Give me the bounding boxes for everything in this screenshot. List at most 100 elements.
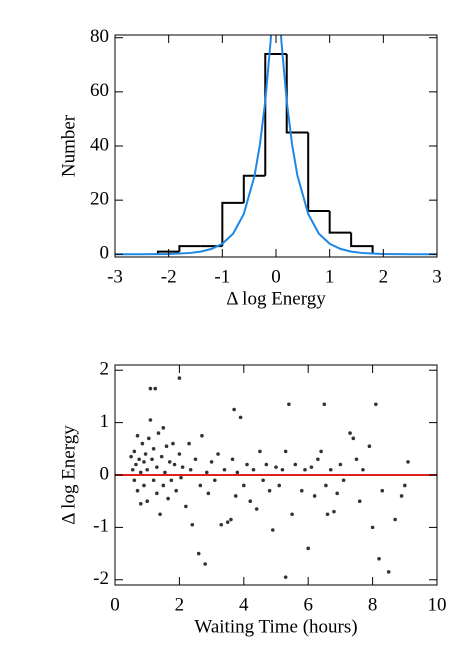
scatter-point: [319, 449, 323, 454]
scatter-point: [393, 517, 397, 522]
scatter-point: [324, 483, 328, 488]
scatter-point: [299, 488, 304, 493]
x-tick-label: 1: [325, 266, 335, 287]
scatter-point: [374, 402, 378, 407]
x-tick-label: -2: [161, 266, 177, 287]
scatter-point: [142, 483, 146, 488]
scatter-point: [332, 509, 336, 514]
scatter-point: [248, 499, 253, 503]
scatter-point: [386, 570, 391, 574]
x-tick-label: 10: [428, 594, 447, 615]
scatter-point: [277, 483, 282, 488]
scatter-point: [399, 494, 404, 498]
scatter-point: [167, 460, 172, 464]
scatter-point: [169, 478, 174, 483]
scatter-point: [258, 449, 262, 454]
scatter-point: [135, 433, 140, 438]
scatter-point: [287, 402, 291, 407]
scatter-point: [230, 457, 235, 462]
scatter-point: [261, 478, 265, 483]
scatter-point: [204, 470, 209, 475]
scatter-point: [145, 467, 149, 472]
scatter-point: [264, 462, 269, 467]
scatter-point: [357, 499, 362, 503]
scatter-point: [219, 522, 224, 527]
scatter-point: [138, 502, 143, 506]
scatter-point: [200, 433, 204, 438]
scatter-point: [156, 431, 161, 435]
scatter-point: [203, 562, 207, 566]
scatter-point: [251, 467, 256, 472]
x-tick-label: 8: [368, 594, 378, 615]
scatter-point: [406, 460, 410, 464]
scatter-point: [193, 457, 198, 462]
histogram-bar: [221, 201, 244, 247]
histogram-bar: [242, 174, 266, 203]
scatter-point: [377, 557, 381, 561]
scatter-point: [338, 462, 343, 467]
histogram-bar: [328, 210, 352, 234]
scatter-point: [132, 478, 137, 483]
scatter-point: [190, 522, 195, 527]
scatter-point: [335, 491, 339, 496]
plot-area: [115, 376, 437, 579]
scatter-point: [235, 470, 240, 475]
scatter-point: [134, 462, 138, 467]
scatter-point: [361, 467, 365, 472]
x-tick-label: 4: [239, 594, 249, 615]
scatter-point: [303, 467, 307, 472]
scatter-point: [155, 491, 159, 496]
scatter-point: [130, 467, 135, 472]
scatter-point: [293, 462, 298, 467]
scatter-point: [306, 546, 311, 551]
scatter-point: [280, 467, 285, 472]
x-tick-label: -1: [214, 266, 230, 287]
scatter-point: [151, 447, 156, 451]
scatter-point: [140, 441, 145, 446]
y-tick-label: 60: [90, 80, 109, 101]
scatter-point: [184, 504, 188, 509]
x-tick-label: 3: [432, 266, 442, 287]
scatter-point: [177, 452, 182, 456]
y-axis-label: Δ log Energy: [58, 425, 79, 525]
scatter-point: [245, 462, 249, 467]
scatter-point: [216, 452, 220, 456]
scatter-point: [233, 494, 238, 498]
scatter-point: [403, 483, 407, 488]
x-tick-label: 0: [271, 266, 281, 287]
scatter-point: [325, 512, 330, 517]
y-tick-label: -1: [93, 516, 109, 537]
histogram-bar: [307, 132, 330, 212]
scatter-point: [225, 520, 230, 524]
scatter-point: [188, 467, 193, 472]
scatter-point: [172, 462, 177, 467]
y-axis-label: Number: [58, 114, 79, 177]
scatter-point: [232, 407, 236, 412]
scatter-point: [148, 418, 153, 422]
scatter-point: [229, 517, 233, 522]
histogram-bar: [264, 52, 287, 176]
scatter-point: [153, 386, 158, 391]
y-tick-label: 0: [100, 463, 110, 484]
scatter-point: [187, 441, 191, 446]
scatter-point: [166, 496, 170, 501]
scatter-point: [341, 478, 346, 483]
x-tick-label: 2: [379, 266, 389, 287]
scatter-point: [137, 457, 141, 462]
x-axis-label: Δ log Energy: [226, 288, 326, 309]
scatter-point: [161, 426, 166, 430]
scatter-point: [270, 528, 275, 532]
scatter-point: [351, 436, 356, 441]
scatter-point: [209, 460, 214, 464]
scatter-point: [179, 475, 183, 480]
scatter-point: [147, 436, 151, 441]
scatter-point: [328, 467, 333, 472]
plot-frame: [114, 34, 438, 258]
scatter-point: [174, 488, 178, 493]
scatter-point: [129, 454, 133, 459]
scatter-point: [283, 575, 288, 579]
plot-area: [115, 35, 437, 256]
scatter-point: [159, 454, 164, 459]
scatter-point: [171, 441, 175, 446]
